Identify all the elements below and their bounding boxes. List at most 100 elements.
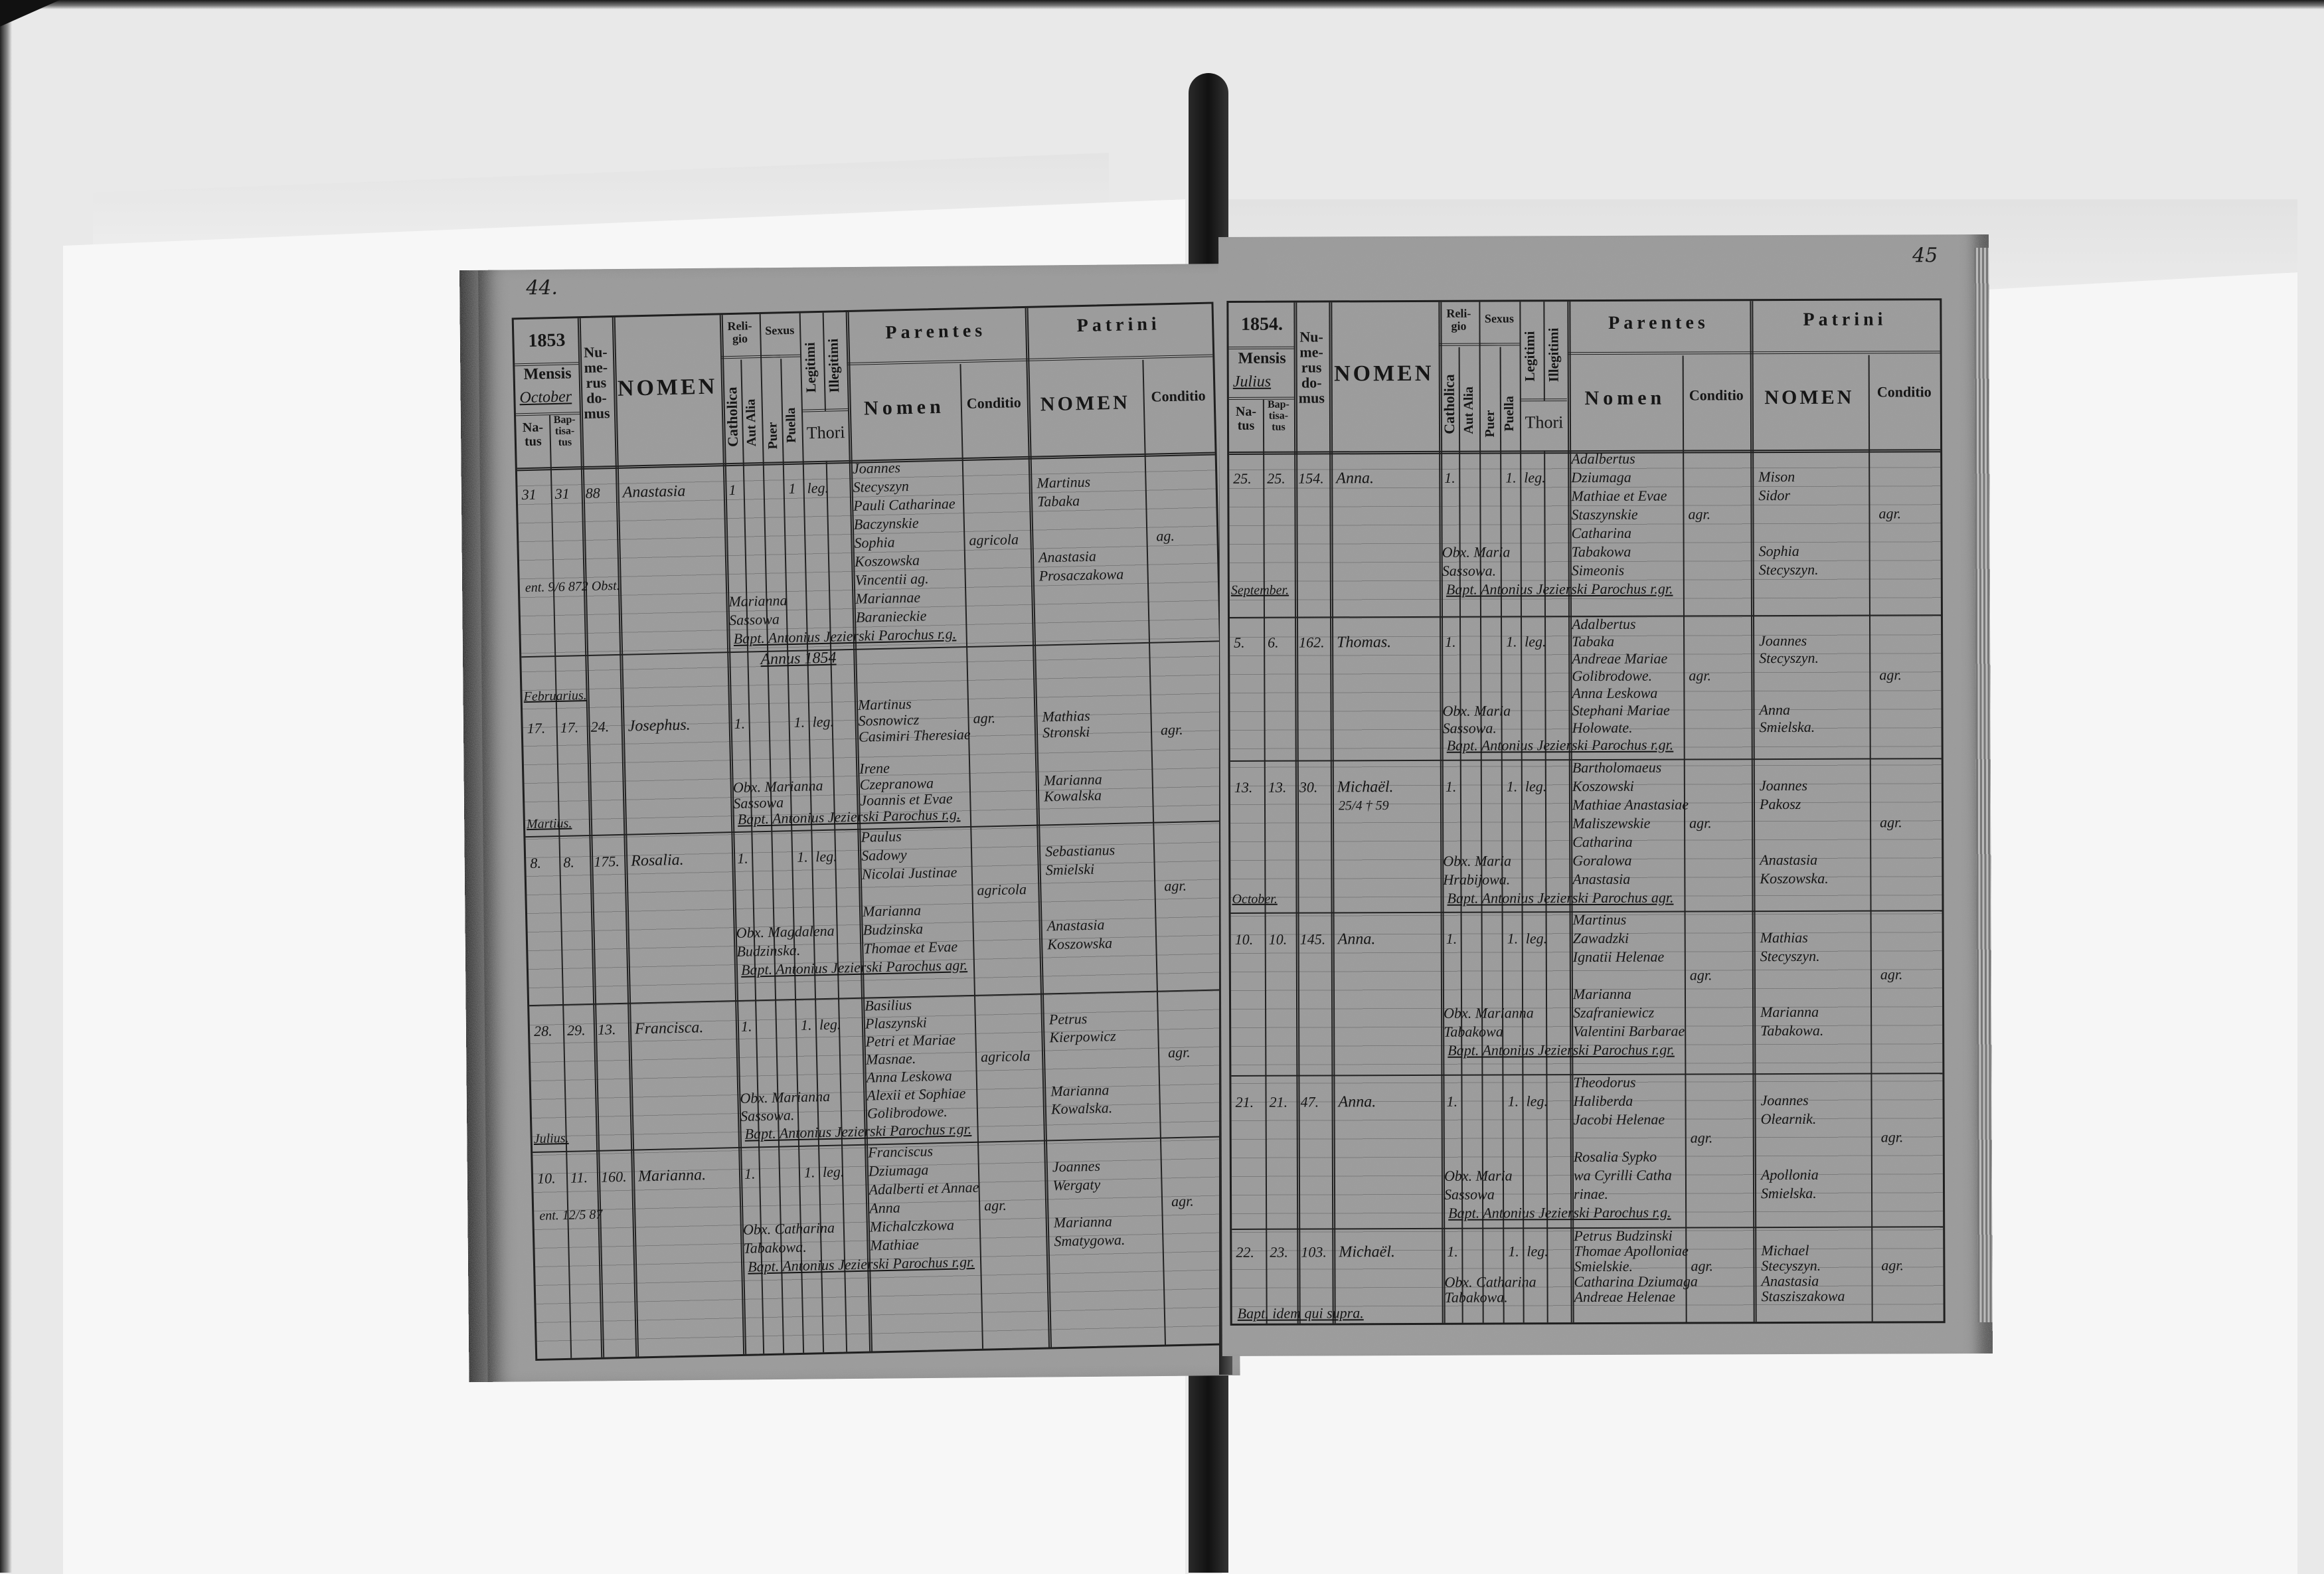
column-divider	[1543, 302, 1545, 401]
parent-line: Dziumaga	[1571, 468, 1631, 486]
parent-line: Basilius	[865, 996, 912, 1014]
sexus-puella: 1	[788, 480, 796, 497]
header-mensis: Mensis	[1238, 349, 1286, 367]
parent-line: Smielskie.	[1574, 1257, 1633, 1275]
baptizer-line: Bapt. Antonius Jezierski Parochus r.gr.	[1446, 736, 1674, 754]
parent-line: Adalberti et Annae	[869, 1178, 979, 1198]
parent-line: Czepranowa	[859, 774, 934, 793]
parent-line: Baranieckie	[855, 607, 927, 626]
house-number: 30.	[1299, 778, 1318, 796]
parents-condition: agricola	[977, 881, 1027, 899]
header-patrini-conditio: Conditio	[1151, 387, 1206, 405]
baptizer-line: Bapt. Antonius Jezierski Parochus r.g.	[1448, 1203, 1671, 1221]
religio-catholica: 1.	[1445, 633, 1456, 650]
midwife-line: Sassowa.	[1442, 719, 1497, 737]
godparent-line: Sophia	[1758, 542, 1799, 560]
header-patrini: Patrini	[1803, 309, 1887, 330]
header-religio: Reli-gio	[727, 319, 752, 345]
parents-condition: agr.	[1689, 814, 1712, 831]
parent-line: Plaszynski	[865, 1013, 928, 1032]
godparent-line: Sebastianus	[1044, 841, 1116, 860]
column-divider	[1499, 347, 1502, 451]
child-name: Francisca.	[634, 1019, 704, 1038]
midwife-line: Sassowa.	[1442, 562, 1497, 579]
parent-line: Jacobi Helenae	[1573, 1110, 1665, 1128]
baptizer-line: Bapt. Antonius Jezierski Parochus r.gr.	[747, 1253, 975, 1275]
header-baptisatus: Bap-tisa-tus	[553, 414, 576, 448]
parent-line: Haliberda	[1573, 1092, 1633, 1110]
header-numerus-domus: Nu-me-rus do-mus	[1298, 328, 1325, 406]
godparent-line: Tabaka	[1037, 492, 1080, 510]
legitimi-mark: leg.	[819, 1015, 841, 1033]
parent-line: Sophia	[854, 533, 895, 551]
parent-line: Alexii et Sophiae	[867, 1085, 966, 1104]
godparent-line: Anna	[1759, 701, 1790, 719]
godparents-condition: agr.	[1167, 1043, 1191, 1061]
natus-day: 13.	[1234, 778, 1253, 796]
baptizer-line: Bapt. Antonius Jezierski Parochus r.g.	[737, 806, 961, 828]
parent-line: Franciscus	[868, 1142, 934, 1161]
parent-line: Holowate.	[1572, 719, 1633, 737]
midwife-line: Obx. Marianna	[732, 776, 823, 796]
godparents-condition: agr.	[1880, 1128, 1904, 1146]
parent-line: Koszowski	[1572, 777, 1634, 795]
register-page-right: 45 1854. Mensis Julius Na-tus Bap-tisa-tus Nu-…	[1218, 234, 1993, 1356]
table-row: 5. 6. 162. Thomas. 1. 1. leg. Adalbertus Tabaka A…	[1230, 614, 1942, 760]
book-spine-bottom	[1189, 1355, 1228, 1573]
header-parentes: Parentes	[1608, 312, 1709, 333]
parent-line: Anna	[869, 1199, 900, 1217]
religio-catholica: 1.	[1444, 469, 1455, 486]
child-name: Rosalia.	[630, 851, 684, 870]
baptisatus-day: 17.	[560, 719, 579, 736]
header-patrini-nomen: NOMEN	[1040, 391, 1131, 416]
parent-line: Petri et Mariae	[865, 1031, 956, 1050]
midwife-line: Tabakowa.	[1444, 1288, 1508, 1306]
parent-line: Mathiae Anastasiae	[1572, 796, 1689, 814]
header-natus: Na-tus	[522, 420, 544, 450]
midwife-line: Tabakowa	[1444, 1023, 1503, 1040]
godparents-condition: agr.	[1880, 814, 1902, 831]
table-row: 10. 10. 145. Anna. 1. 1. leg. Martinus Zawadzki I…	[1231, 910, 1943, 1075]
godparent-line: Koszowska.	[1760, 869, 1829, 887]
house-number: 175.	[593, 852, 620, 870]
godparent-line: Joannes	[1759, 776, 1808, 794]
godparent-line: Joannes	[1759, 632, 1807, 650]
header-rule	[1479, 343, 1520, 346]
header-catholica: Catholica	[1440, 374, 1458, 435]
register-table: 1853 Mensis October Na-tus Bap-tisa-tus Nu-me…	[511, 302, 1238, 1361]
table-header: 1854. Mensis Julius Na-tus Bap-tisa-tus Nu-me…	[1228, 300, 1941, 455]
parent-line: Catharina Dziumaga	[1574, 1272, 1698, 1290]
house-number: 88	[585, 484, 600, 501]
godparent-line: Stecyszyn.	[1759, 649, 1819, 667]
parent-line: Dziumaga	[868, 1161, 929, 1180]
table-row: 31 31 88 Anastasia 1 1 leg. ent. 9/6 872 Obst. J…	[517, 452, 1219, 656]
header-puer: Puer	[1482, 409, 1498, 438]
house-number: 145.	[1299, 930, 1326, 948]
religio-catholica: 1.	[740, 1017, 752, 1035]
parent-line: Nicolai Justinae	[861, 863, 957, 883]
register-page-left: 44. 1853 Mensis October Na-tus Bap-tisa-tus Nu…	[459, 264, 1240, 1383]
header-religio: Reli-gio	[1446, 306, 1471, 333]
baptisatus-day: 6.	[1268, 634, 1279, 651]
month-heading: Julius.	[533, 1130, 569, 1147]
godparents-condition: ag.	[1156, 527, 1175, 545]
baptisatus-day: 29.	[566, 1021, 586, 1039]
godparent-line: Mathias	[1042, 707, 1090, 725]
margin-note: ent. 12/5 87	[539, 1207, 603, 1223]
column-divider	[1458, 347, 1461, 451]
natus-day: 22.	[1236, 1243, 1254, 1261]
godparents-condition: agr.	[1164, 877, 1187, 895]
table-row: 10. 11. 160. Marianna. 1. 1. leg. ent. 12/5 87 F…	[533, 1136, 1234, 1308]
parents-condition: agr.	[973, 709, 996, 727]
parent-line: Anna Leskowa	[866, 1067, 952, 1086]
column-divider	[1868, 355, 1870, 450]
midwife-line: Obx. Maria	[1443, 852, 1511, 869]
godparent-line: Anastasia	[1038, 547, 1097, 566]
baptisatus-day: 25.	[1267, 470, 1286, 487]
child-name: Thomas.	[1337, 634, 1392, 652]
parent-line: Paulus	[861, 828, 902, 845]
godparents-condition: agr.	[1171, 1192, 1195, 1210]
parent-line: Simeonis	[1571, 561, 1625, 579]
legitimi-mark: leg.	[807, 479, 829, 497]
header-illegitimi: Illegitimi	[825, 338, 843, 393]
